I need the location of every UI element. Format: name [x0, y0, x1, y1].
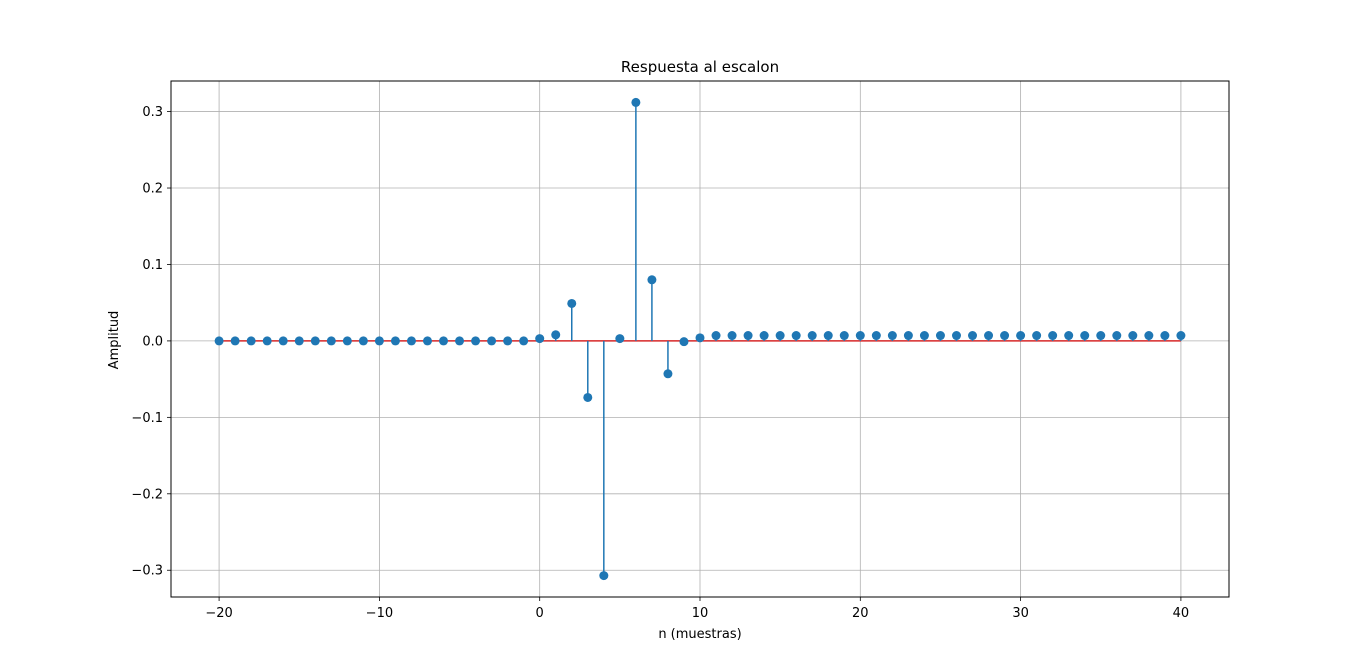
- stem-marker: [807, 331, 817, 341]
- stem-marker: [855, 331, 865, 341]
- x-tick-label: 40: [1173, 606, 1190, 621]
- stem-marker: [278, 336, 288, 346]
- stem-marker: [1016, 331, 1026, 341]
- stem-marker: [214, 336, 224, 346]
- y-tick-label: −0.3: [131, 564, 163, 579]
- stem-marker: [390, 336, 400, 346]
- stem-marker: [968, 331, 978, 341]
- stem-marker: [583, 392, 593, 402]
- x-tick-label: 20: [852, 606, 869, 621]
- x-tick-label: −20: [205, 606, 232, 621]
- stem-marker: [647, 275, 657, 285]
- stem-marker: [599, 571, 609, 581]
- stem-marker: [935, 331, 945, 341]
- stem-marker: [615, 334, 625, 344]
- stem-marker: [759, 331, 769, 341]
- stem-marker: [711, 331, 721, 341]
- stem-marker: [342, 336, 352, 346]
- stem-marker: [887, 331, 897, 341]
- chart-title: Respuesta al escalon: [621, 58, 779, 76]
- stem-marker: [471, 336, 481, 346]
- stem-marker: [903, 331, 913, 341]
- stem-marker: [262, 336, 272, 346]
- stem-marker: [294, 336, 304, 346]
- stem-marker: [1112, 331, 1122, 341]
- stem-marker: [984, 331, 994, 341]
- y-tick-label: −0.1: [131, 411, 163, 426]
- stem-marker: [1176, 331, 1186, 341]
- stem-marker: [422, 336, 432, 346]
- stem-marker: [1144, 331, 1154, 341]
- x-tick-label: 0: [536, 606, 544, 621]
- stem-marker: [727, 331, 737, 341]
- stem-marker: [871, 331, 881, 341]
- stem-marker: [743, 331, 753, 341]
- stem-marker: [1000, 331, 1010, 341]
- stem-marker: [326, 336, 336, 346]
- stem-marker: [358, 336, 368, 346]
- stem-marker: [919, 331, 929, 341]
- stem-marker: [679, 337, 689, 347]
- stem-marker: [567, 298, 577, 308]
- stem-marker: [1160, 331, 1170, 341]
- stem-marker: [310, 336, 320, 346]
- stem-marker: [439, 336, 449, 346]
- x-axis-label: n (muestras): [658, 627, 741, 642]
- x-tick-label: −10: [366, 606, 393, 621]
- stem-marker: [1128, 331, 1138, 341]
- stem-marker: [791, 331, 801, 341]
- markers: [214, 97, 1186, 581]
- stem-marker: [246, 336, 256, 346]
- stem-marker: [503, 336, 513, 346]
- stem-marker: [1096, 331, 1106, 341]
- stem-marker: [1032, 331, 1042, 341]
- stem-marker: [695, 333, 705, 343]
- stem-marker: [406, 336, 416, 346]
- stem-marker: [663, 369, 673, 379]
- stem-marker: [951, 331, 961, 341]
- y-tick-label: −0.2: [131, 487, 163, 502]
- y-tick-label: 0.2: [142, 182, 163, 197]
- stem-marker: [1064, 331, 1074, 341]
- stem-marker: [455, 336, 465, 346]
- x-tick-label: 30: [1012, 606, 1029, 621]
- stem-marker: [823, 331, 833, 341]
- stem-marker: [230, 336, 240, 346]
- stem-marker: [519, 336, 529, 346]
- stem-marker: [551, 330, 561, 340]
- stem-marker: [775, 331, 785, 341]
- x-axis-ticks: −20 −10 0 10 20 30 40: [205, 597, 1189, 621]
- y-axis-ticks: −0.3 −0.2 −0.1 0.0 0.1 0.2 0.3: [131, 105, 171, 579]
- x-tick-label: 10: [692, 606, 709, 621]
- y-tick-label: 0.1: [142, 258, 163, 273]
- stem-marker: [1048, 331, 1058, 341]
- stem-marker: [631, 97, 641, 107]
- stem-marker: [839, 331, 849, 341]
- stem-marker: [374, 336, 384, 346]
- y-axis-label: Amplitud: [107, 311, 122, 370]
- stem-marker: [1080, 331, 1090, 341]
- y-tick-label: 0.0: [142, 334, 163, 349]
- stem-marker: [535, 334, 545, 344]
- y-tick-label: 0.3: [142, 105, 163, 120]
- stem-marker: [487, 336, 497, 346]
